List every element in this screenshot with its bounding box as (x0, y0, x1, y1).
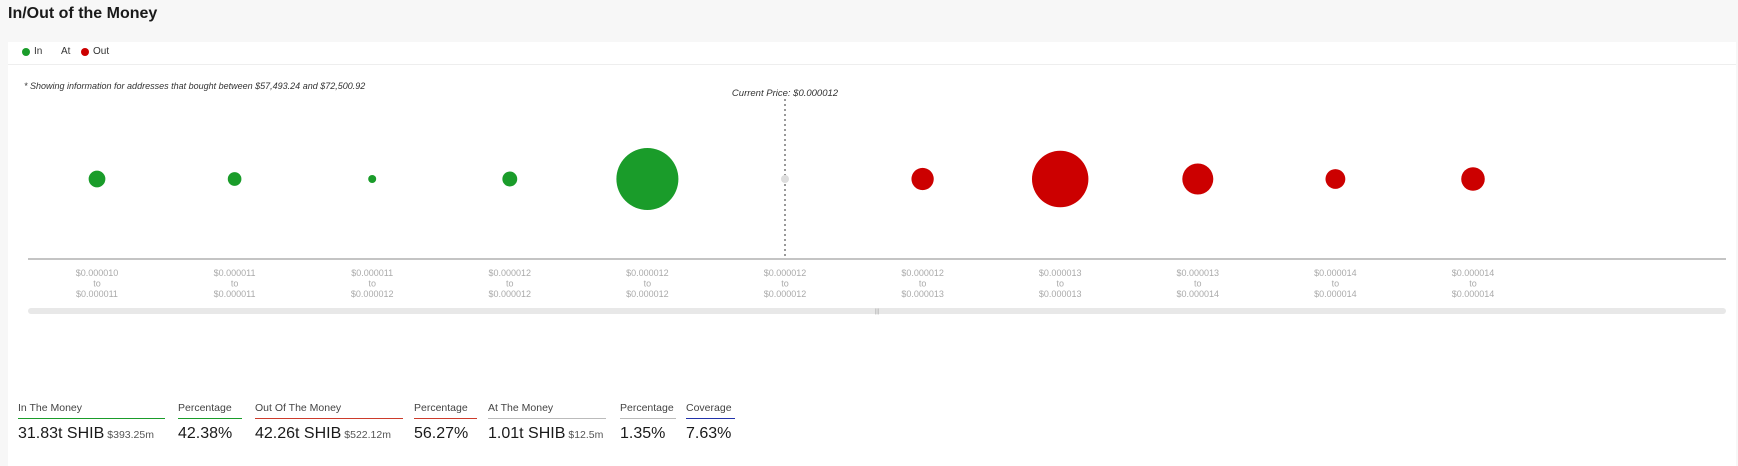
x-tick-label: to (1056, 279, 1064, 289)
bubble-out (1461, 167, 1485, 191)
stat-value: 1.35% (620, 425, 666, 442)
stat-underline (414, 418, 477, 419)
x-tick-label: $0.000013 (1039, 268, 1082, 278)
stat-value-wrap: 31.83t SHIB $393.25m (18, 425, 165, 443)
stat-value: 1.01t SHIB (488, 425, 566, 442)
stat-sub: $393.25m (107, 429, 154, 441)
legend: In At Out (8, 42, 1736, 65)
x-tick-label: $0.000012 (901, 268, 944, 278)
stat-label: In The Money (18, 402, 83, 414)
x-tick-label: to (781, 279, 789, 289)
x-tick-label: $0.000014 (1314, 268, 1357, 278)
x-tick-label: $0.000010 (76, 268, 119, 278)
x-tick-label: to (1332, 279, 1340, 289)
x-tick-label: $0.000012 (351, 289, 394, 299)
legend-label-out: Out (93, 46, 110, 57)
stat-underline (255, 418, 403, 419)
x-tick-label: $0.000013 (1039, 289, 1082, 299)
legend-item-at[interactable]: At (61, 46, 70, 57)
legend-dot-in (22, 47, 30, 56)
x-tick-label: to (231, 279, 239, 289)
x-tick-label: to (919, 279, 927, 289)
stat-underline (18, 418, 165, 419)
stat-value-wrap: 42.26t SHIB $522.12m (255, 425, 403, 443)
stat-value-wrap: 1.01t SHIB $12.5m (488, 425, 606, 443)
bubble-out (1031, 150, 1089, 208)
x-tick-label: $0.000014 (1177, 289, 1220, 299)
x-tick-label: $0.000013 (1177, 268, 1220, 278)
stat-underline (488, 418, 606, 419)
stat-underline (686, 418, 735, 419)
stat-out-of-the-money: Out Of The Money 42.26t SHIB $522.12m (255, 402, 403, 443)
x-tick-label: to (506, 279, 514, 289)
x-tick-label: $0.000012 (489, 289, 532, 299)
stat-underline (178, 418, 242, 419)
bubble-in (368, 175, 377, 183)
stat-coverage: Coverage 7.63% (686, 402, 735, 443)
stat-underline (620, 418, 676, 419)
stat-value: 31.83t SHIB (18, 425, 105, 442)
x-tick-label: $0.000011 (351, 268, 393, 278)
x-tick-label: $0.000011 (214, 289, 256, 299)
x-tick-label: $0.000011 (76, 289, 118, 299)
x-tick-label: to (644, 279, 652, 289)
bubble-in (616, 148, 679, 210)
chart-scrollbar[interactable] (28, 308, 1726, 314)
x-tick-label: $0.000012 (764, 289, 807, 299)
stat-sub: $12.5m (568, 429, 604, 441)
stat-label: Percentage (620, 402, 674, 414)
x-tick-label: $0.000014 (1314, 289, 1357, 299)
stat-label: Out Of The Money (255, 402, 342, 414)
scrollbar-grip: ||| (875, 309, 880, 315)
stat-in-percentage: Percentage 42.38% (178, 402, 242, 443)
stat-in-the-money: In The Money 31.83t SHIB $393.25m (18, 402, 165, 443)
stat-value: 42.38% (178, 425, 233, 442)
stat-at-the-money: At The Money 1.01t SHIB $12.5m (488, 402, 606, 443)
bubble-out (1182, 163, 1214, 195)
legend-label-in: In (34, 46, 43, 57)
x-tick-label: $0.000012 (764, 268, 807, 278)
x-tick-label: to (368, 279, 376, 289)
x-tick-label: $0.000011 (214, 268, 256, 278)
stat-value: 42.26t SHIB (255, 425, 342, 442)
legend-item-in[interactable]: In (22, 46, 42, 57)
stat-out-percentage: Percentage 56.27% (414, 402, 477, 443)
x-tick-label: to (93, 279, 101, 289)
stat-value: 56.27% (414, 425, 469, 442)
stat-sub: $522.12m (344, 429, 391, 441)
bubble-at (781, 175, 789, 183)
chart-panel: In At Out * Showing information for addr… (8, 42, 1736, 466)
x-tick-label: to (1194, 279, 1202, 289)
current-price-label: Current Price: $0.000012 (732, 88, 839, 99)
x-tick-label: to (1469, 279, 1477, 289)
bubble-out (911, 167, 934, 191)
x-tick-label: $0.000012 (489, 268, 532, 278)
x-tick-label: $0.000012 (626, 268, 669, 278)
legend-item-out[interactable]: Out (81, 46, 109, 57)
stat-label: Percentage (178, 402, 232, 414)
stat-label: Coverage (686, 402, 732, 414)
bubble-out (1325, 169, 1346, 189)
legend-label-at: At (61, 46, 71, 57)
stat-label: At The Money (488, 402, 554, 414)
stat-label: Percentage (414, 402, 468, 414)
x-tick-label: $0.000014 (1452, 268, 1495, 278)
bubble-in (502, 171, 518, 187)
x-tick-label: $0.000014 (1452, 289, 1495, 299)
x-tick-label: $0.000012 (626, 289, 669, 299)
bubble-chart: |||Current Price: $0.000012$0.000010to$0… (28, 88, 1726, 315)
stat-value: 7.63% (686, 425, 732, 442)
bubble-in (227, 172, 242, 186)
x-tick-label: $0.000013 (901, 289, 944, 299)
stat-at-percentage: Percentage 1.35% (620, 402, 676, 443)
legend-dot-out (81, 47, 89, 56)
chart-title: In/Out of the Money (8, 5, 158, 22)
range-note: * Showing information for addresses that… (24, 81, 366, 91)
bubble-in (88, 170, 106, 188)
